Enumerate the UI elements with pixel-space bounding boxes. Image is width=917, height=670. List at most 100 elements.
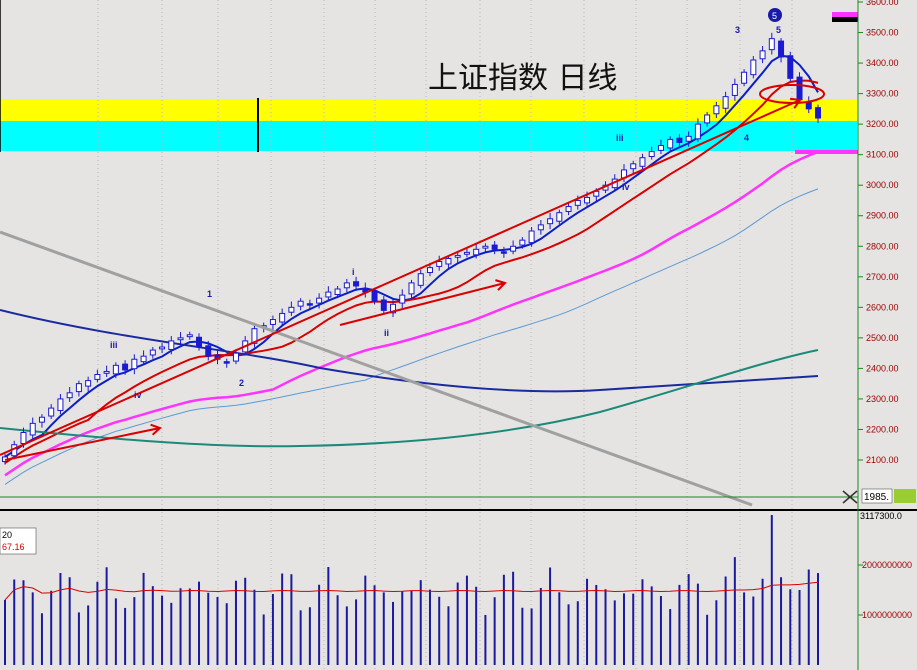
chart-title: 上证指数 日线 xyxy=(428,61,618,96)
candle xyxy=(741,69,748,87)
y-tick-label: 2400.00 xyxy=(866,363,899,373)
wave-label: 1 xyxy=(207,289,212,299)
candle xyxy=(510,240,517,255)
candle xyxy=(232,349,239,365)
candle xyxy=(38,414,45,428)
wave-label: iv xyxy=(622,182,630,192)
y-tick-label: 2300.00 xyxy=(866,394,899,404)
candle xyxy=(186,331,193,340)
price-axis: 3600.00 3500.00 3400.00 3300.00 3200.00 3100.… xyxy=(858,0,899,465)
y-tick-label: 3400.00 xyxy=(866,58,899,68)
candle xyxy=(269,315,276,330)
candle xyxy=(343,278,350,293)
candle xyxy=(112,362,119,379)
candle xyxy=(473,243,480,259)
y-tick-label: 3200.00 xyxy=(866,119,899,129)
y-tick-label: 3600.00 xyxy=(866,0,899,7)
candle xyxy=(399,289,406,308)
candle xyxy=(306,299,313,310)
gray-trend-line xyxy=(0,230,753,507)
wave-label: 5 xyxy=(776,25,781,35)
volume-panel: 2000000000 1000000000 xyxy=(4,515,912,665)
candle xyxy=(140,350,147,365)
volume-legend-box xyxy=(0,527,37,555)
red-arrow-lines xyxy=(0,97,802,461)
candle xyxy=(454,251,461,263)
volume-tick-label: 2000000000 xyxy=(862,560,912,570)
red-ellipse xyxy=(759,84,825,104)
candle xyxy=(149,347,156,359)
ma-teal-trend xyxy=(0,349,819,448)
candle xyxy=(713,101,720,119)
candle xyxy=(325,286,332,301)
candle xyxy=(48,404,55,420)
y-tick-label: 2800.00 xyxy=(866,241,899,251)
candle xyxy=(122,360,129,375)
candle xyxy=(463,247,470,258)
wave-label: i xyxy=(352,267,355,277)
candle xyxy=(482,243,489,253)
candle xyxy=(547,212,554,230)
candle xyxy=(316,293,323,309)
candle xyxy=(205,340,212,361)
candle xyxy=(57,394,64,415)
candle xyxy=(731,78,738,101)
moving-average-lines xyxy=(0,54,819,485)
wave-label: iv xyxy=(134,390,142,400)
candle xyxy=(103,365,110,377)
volume-ma-line xyxy=(4,581,819,601)
wave-label: iii xyxy=(616,133,624,143)
y-tick-label: 3000.00 xyxy=(866,180,899,190)
y-tick-label: 2500.00 xyxy=(866,333,899,343)
candle xyxy=(177,332,184,346)
current-price-label: 1985. xyxy=(864,492,889,503)
candle xyxy=(297,298,304,311)
candle xyxy=(796,72,803,104)
volume-top-label: 3117300.0 xyxy=(860,511,902,521)
candle xyxy=(722,91,729,114)
candlestick-series xyxy=(2,32,821,465)
candle xyxy=(380,296,387,315)
wave-label: 4 xyxy=(744,133,749,143)
candle xyxy=(353,276,360,291)
candle xyxy=(131,354,138,375)
volume-legend-line1: 20 xyxy=(2,530,12,540)
candle xyxy=(251,322,258,348)
candle xyxy=(279,308,286,326)
black-marker-top xyxy=(832,17,858,22)
candle xyxy=(94,369,101,383)
candle xyxy=(519,237,526,249)
red-trend-line xyxy=(0,99,801,456)
wave-label: 3 xyxy=(735,25,740,35)
ma-lightblue-longer xyxy=(4,188,819,485)
candle xyxy=(648,146,655,160)
ma-long-term-blue xyxy=(0,309,819,393)
y-tick-label: 2100.00 xyxy=(866,455,899,465)
yellow-zone xyxy=(0,99,857,121)
candle xyxy=(528,227,535,247)
red-trend-line-head xyxy=(789,97,802,109)
candle xyxy=(390,299,397,318)
candle xyxy=(500,246,507,258)
wave-5-circle-label: 5 xyxy=(772,11,777,21)
candle xyxy=(223,358,230,368)
candle xyxy=(556,209,563,225)
candle xyxy=(168,336,175,355)
y-tick-label: 2900.00 xyxy=(866,211,899,221)
ma-magenta-long xyxy=(4,150,819,477)
current-price-arrow-box xyxy=(894,489,916,503)
y-tick-label: 2700.00 xyxy=(866,272,899,282)
volume-tick-label: 1000000000 xyxy=(862,610,912,620)
candle xyxy=(159,343,166,354)
magenta-marker-top xyxy=(832,12,858,17)
candle xyxy=(85,376,92,392)
candle xyxy=(630,160,637,174)
candle xyxy=(417,269,424,289)
candle xyxy=(537,220,544,235)
candle xyxy=(445,255,452,269)
candle xyxy=(750,56,757,79)
candle xyxy=(787,51,794,82)
candle xyxy=(815,104,821,123)
candle xyxy=(491,241,498,255)
